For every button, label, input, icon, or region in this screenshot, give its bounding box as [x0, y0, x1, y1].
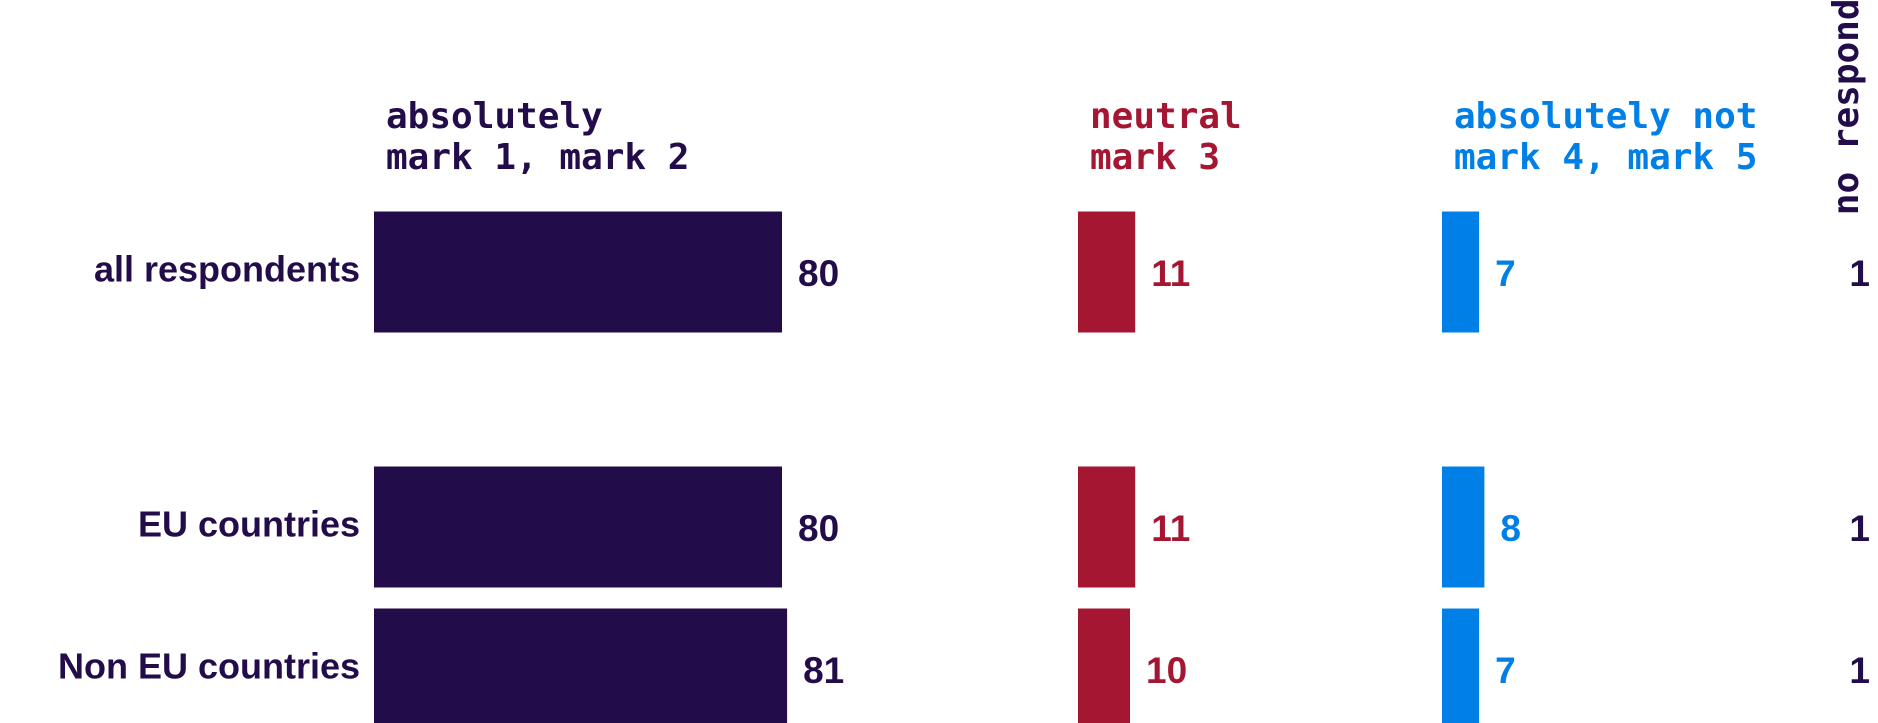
value-label: 7	[1495, 650, 1516, 691]
series-marks: mark 3	[1090, 137, 1220, 178]
series-name: absolutely not	[1454, 96, 1757, 137]
category-label: Non EU countries	[58, 646, 360, 687]
value-label: 81	[803, 650, 844, 691]
bar	[1442, 466, 1485, 588]
category-label: all respondents	[94, 249, 360, 290]
value-label: 1	[1849, 650, 1870, 691]
value-label: 11	[1151, 253, 1190, 294]
bar	[374, 466, 782, 588]
bar	[1442, 608, 1480, 723]
series-marks: mark 4, mark 5	[1454, 137, 1757, 178]
bar	[374, 211, 782, 333]
value-label: 8	[1500, 508, 1521, 549]
bar	[1442, 211, 1480, 333]
value-label: 1	[1849, 508, 1870, 549]
series-name: no responds	[1826, 0, 1867, 215]
bar	[1078, 608, 1130, 723]
value-label: 1	[1849, 253, 1870, 294]
category-label: EU countries	[138, 504, 360, 545]
series-name: absolutely	[386, 96, 603, 137]
bar	[1078, 211, 1136, 333]
value-label: 7	[1495, 253, 1516, 294]
series-marks: mark 1, mark 2	[386, 137, 689, 178]
value-label: 80	[798, 508, 839, 549]
bar	[1078, 466, 1136, 588]
value-label: 10	[1146, 650, 1187, 691]
bar	[374, 608, 788, 723]
series-name: neutral	[1090, 96, 1242, 137]
value-label: 80	[798, 253, 839, 294]
value-label: 11	[1151, 508, 1190, 549]
